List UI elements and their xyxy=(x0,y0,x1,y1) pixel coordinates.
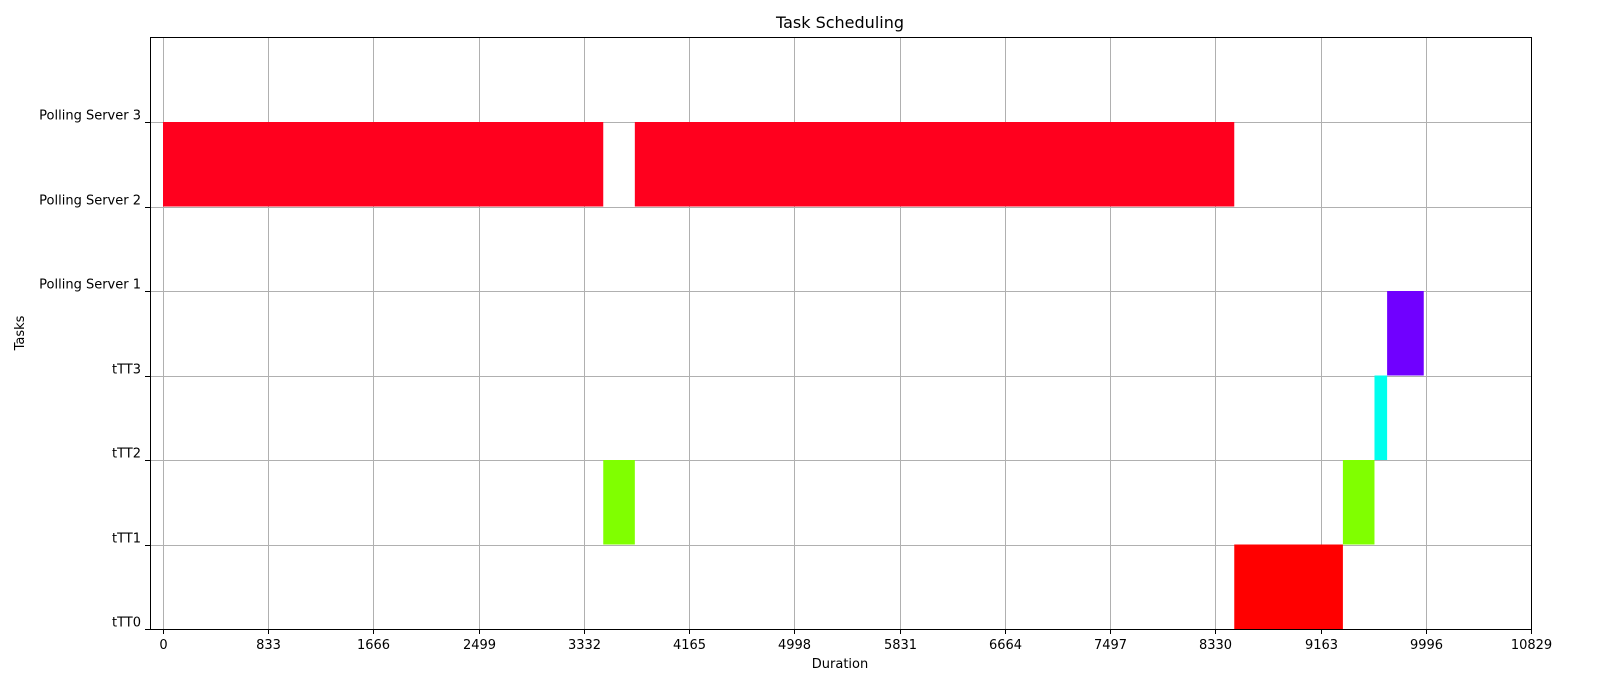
y-tick-label: Polling Server 1 xyxy=(39,278,141,293)
x-tick-label: 7497 xyxy=(1094,638,1127,653)
y-tick-label: tTT2 xyxy=(112,447,141,462)
bars-layer xyxy=(163,122,1424,629)
x-tick-label: 5831 xyxy=(884,638,917,653)
y-tick-layer: tTT0 tTT1 tTT2 tTT3 Polling Server 1 Polling … xyxy=(39,109,150,631)
y-tick-label: tTT0 xyxy=(112,616,141,631)
chart-title: Task Scheduling xyxy=(775,13,904,32)
gantt-bar xyxy=(1374,375,1388,460)
gantt-bar xyxy=(1234,544,1343,629)
x-tick-layer: 0 833 1666 2499 3332 4165 4998 5831 6664 7497 8330… xyxy=(159,629,1552,653)
x-tick-label: 4165 xyxy=(673,638,706,653)
gantt-bar xyxy=(634,122,1235,207)
plot-frame xyxy=(150,37,1532,630)
x-tick-label: 2499 xyxy=(463,638,496,653)
x-axis-label: Duration xyxy=(812,657,868,672)
x-tick-label: 833 xyxy=(256,638,281,653)
x-tick-label: 4998 xyxy=(778,638,811,653)
x-tick-label: 3332 xyxy=(568,638,601,653)
gantt-bar xyxy=(603,460,635,545)
x-tick-label: 6664 xyxy=(989,638,1022,653)
y-axis-label: Tasks xyxy=(13,315,28,351)
x-tick-label: 9996 xyxy=(1410,638,1443,653)
gantt-bar xyxy=(163,122,604,207)
x-tick-label: 8330 xyxy=(1199,638,1232,653)
gantt-bar xyxy=(1387,291,1424,376)
y-tick-label: Polling Server 3 xyxy=(39,109,141,124)
x-tick-label: 0 xyxy=(159,638,167,653)
x-tick-label: 10829 xyxy=(1511,638,1552,653)
gantt-bar xyxy=(1342,460,1375,545)
y-tick-label: tTT1 xyxy=(112,532,141,547)
x-tick-label: 9163 xyxy=(1305,638,1338,653)
x-tick-label: 1666 xyxy=(357,638,390,653)
y-tick-label: Polling Server 2 xyxy=(39,194,141,209)
y-tick-label: tTT3 xyxy=(112,363,141,378)
